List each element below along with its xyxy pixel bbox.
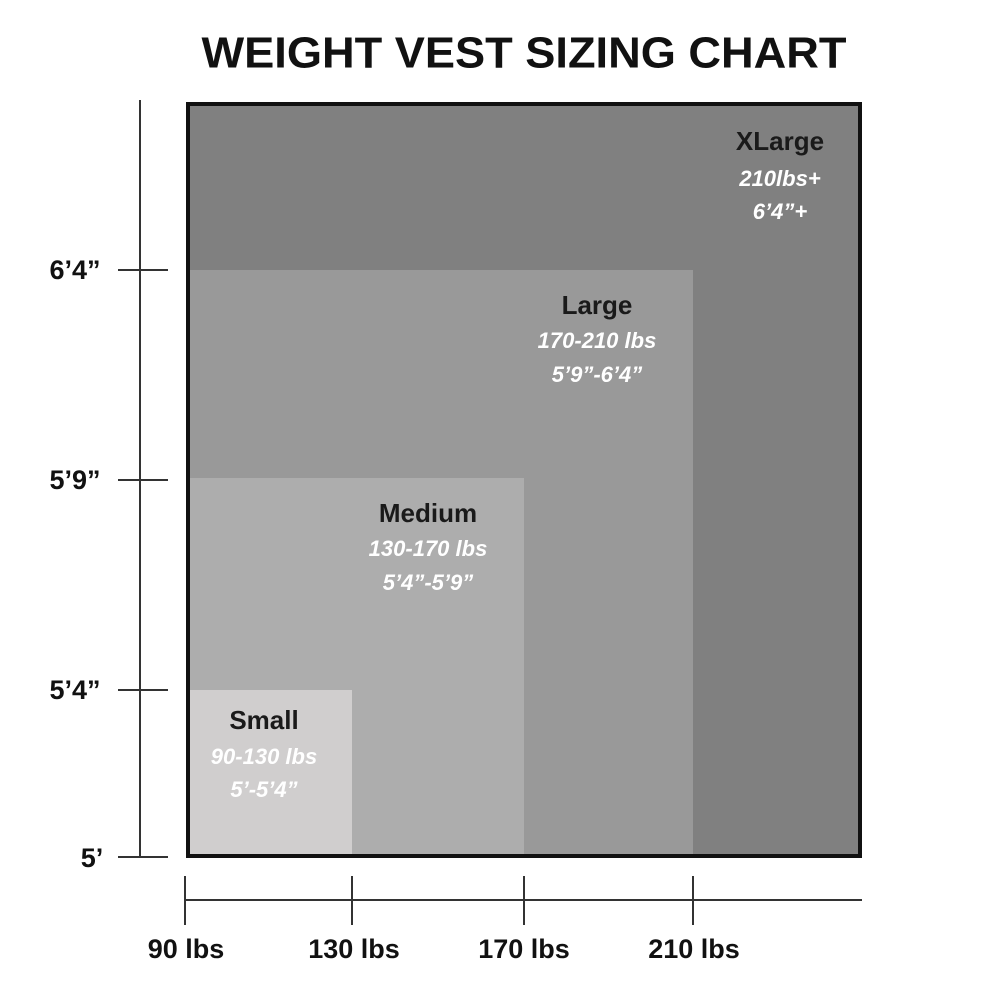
size-weight: 130-170 lbs xyxy=(369,536,488,561)
weight-label: 210 lbs xyxy=(648,934,740,964)
size-height: 5’4”-5’9” xyxy=(383,570,474,595)
size-height: 5’9”-6’4” xyxy=(552,362,643,387)
height-label: 5’ xyxy=(81,843,104,873)
size-name: Small xyxy=(229,705,298,735)
title: WEIGHT VEST SIZING CHART xyxy=(202,29,847,78)
height-label: 5’4” xyxy=(49,675,100,705)
size-name: Large xyxy=(562,290,633,320)
size-weight: 90-130 lbs xyxy=(211,744,317,769)
size-weight: 170-210 lbs xyxy=(538,328,657,353)
size-name: XLarge xyxy=(736,126,824,156)
height-label: 5’9” xyxy=(49,465,100,495)
weight-label: 170 lbs xyxy=(478,934,570,964)
size-height: 6’4”+ xyxy=(753,199,808,224)
size-name: Medium xyxy=(379,498,477,528)
weight-label: 90 lbs xyxy=(148,934,225,964)
size-height: 5’-5’4” xyxy=(230,777,297,802)
weight-label: 130 lbs xyxy=(308,934,400,964)
small-region xyxy=(190,690,352,854)
size-weight: 210lbs+ xyxy=(738,166,820,191)
height-label: 6’4” xyxy=(49,255,100,285)
